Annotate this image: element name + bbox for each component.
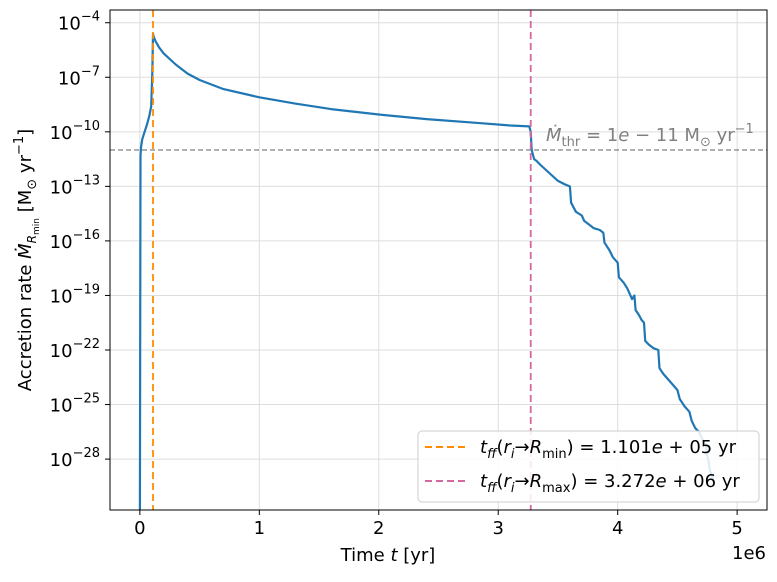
y-tick-label: 10−10 <box>50 119 100 144</box>
reference-lines <box>110 10 767 510</box>
plot-frame <box>109 9 768 511</box>
y-tick-label: 10−13 <box>50 173 100 198</box>
series-layer <box>138 32 716 510</box>
threshold-label: Ṁthr = 1e − 11 M⊙ yr−1 <box>546 122 754 150</box>
x-tick-label: 5 <box>731 518 742 539</box>
x-tick-label: 0 <box>134 518 145 539</box>
y-tick-label: 10−22 <box>50 337 100 362</box>
x-tick-label: 2 <box>373 518 384 539</box>
y-tick-label: 10−25 <box>50 392 100 417</box>
y-axis-ticks: 10−4 10−7 10−10 10−13 10−16 10−19 10−22 10−25 10… <box>50 10 110 471</box>
plot-area <box>110 10 767 510</box>
x-tick-label: 3 <box>493 518 504 539</box>
x-tick-label: 4 <box>612 518 623 539</box>
y-axis-label: Accretion rate ṀRmin [M⊙ yr−1] <box>12 129 42 391</box>
x-tick-label: 1 <box>254 518 265 539</box>
series-line-accretion-rate <box>138 32 716 510</box>
x-offset-text: 1e6 <box>732 543 766 564</box>
y-tick-label: 10−16 <box>50 228 100 253</box>
y-tick-label: 10−4 <box>58 10 100 35</box>
legend-label-rmax: tff(ri→Rmax) = 3.272e + 06 yr <box>480 471 740 496</box>
x-axis-label: Time t [yr] <box>340 545 436 566</box>
threshold-subscript: thr <box>562 135 581 150</box>
grid <box>110 10 767 510</box>
threshold-mdot-symbol: Ṁ <box>546 125 562 146</box>
y-tick-label: 10−7 <box>58 64 100 89</box>
y-tick-label: 10−19 <box>50 282 100 307</box>
legend-label-rmin: tff(ri→Rmin) = 1.101e + 05 yr <box>480 437 737 462</box>
y-tick-label: 10−28 <box>50 446 100 471</box>
legend-box <box>417 430 760 503</box>
x-axis-ticks: 0 1 2 3 4 5 <box>134 510 743 539</box>
legend: tff(ri→Rmin) = 1.101e + 05 yr tff(ri→Rma… <box>417 430 760 503</box>
